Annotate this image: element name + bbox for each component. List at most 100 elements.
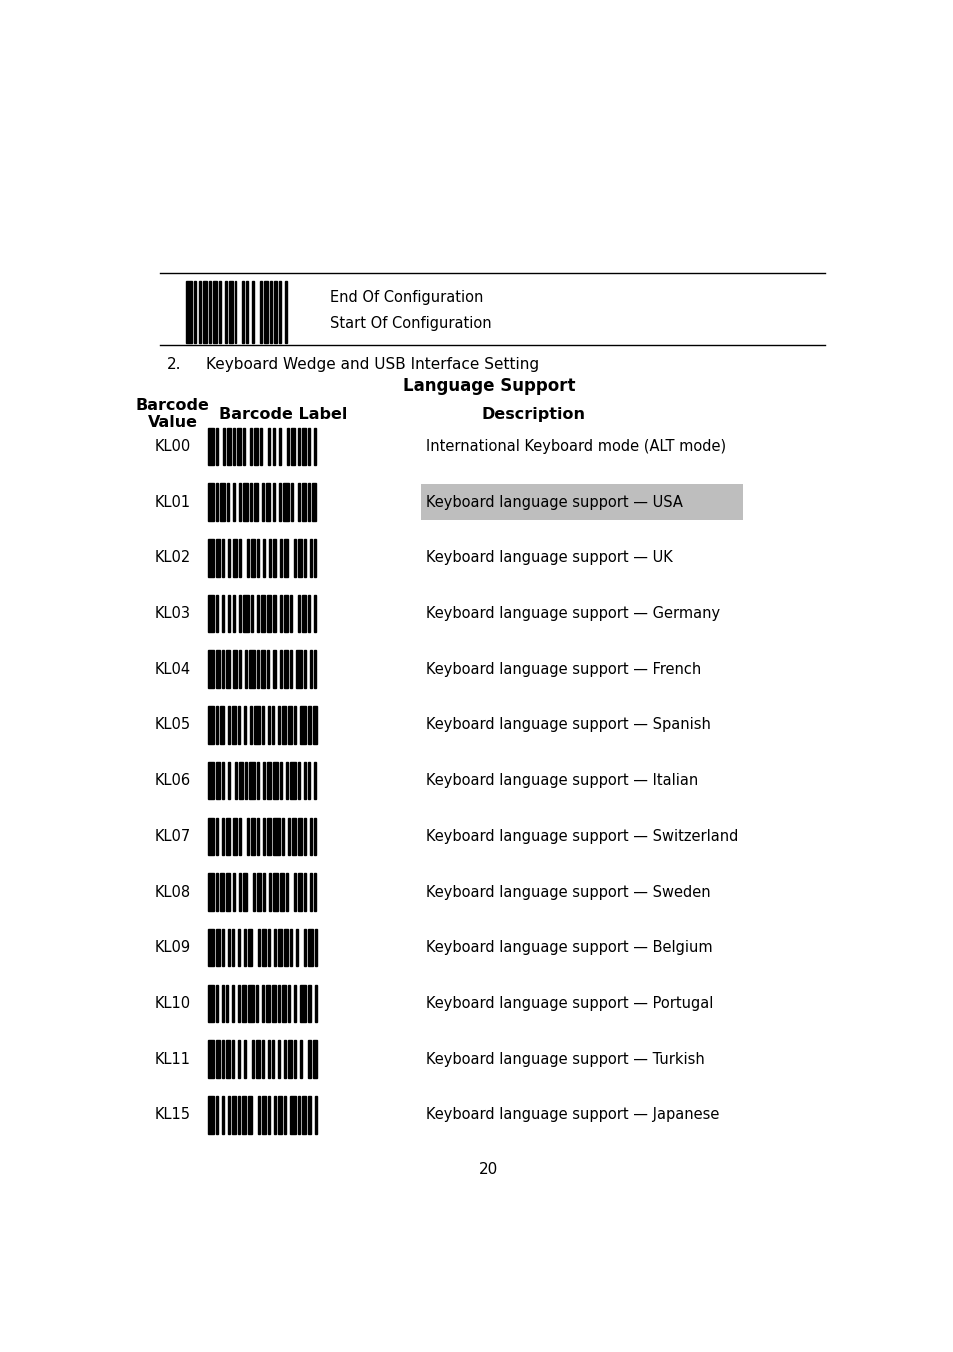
Bar: [308, 929, 313, 967]
Bar: [238, 595, 240, 633]
Bar: [248, 984, 253, 1022]
Bar: [226, 818, 231, 854]
Bar: [222, 427, 224, 465]
Bar: [208, 818, 213, 854]
Bar: [290, 929, 293, 967]
Bar: [268, 1040, 270, 1078]
Bar: [278, 1040, 280, 1078]
Bar: [233, 650, 236, 688]
Bar: [297, 818, 302, 854]
Bar: [294, 873, 295, 911]
Bar: [232, 929, 233, 967]
Bar: [233, 427, 234, 465]
Bar: [284, 929, 288, 967]
Bar: [238, 984, 240, 1022]
Bar: [233, 818, 236, 854]
Bar: [226, 650, 231, 688]
Bar: [220, 706, 224, 744]
Bar: [297, 484, 299, 521]
Bar: [215, 1040, 220, 1078]
Bar: [208, 539, 213, 576]
Bar: [274, 281, 277, 343]
Bar: [302, 595, 306, 633]
Bar: [278, 427, 280, 465]
Bar: [238, 706, 240, 744]
Bar: [222, 818, 224, 854]
Bar: [298, 1096, 300, 1133]
Bar: [216, 595, 218, 633]
Bar: [310, 873, 312, 911]
Bar: [284, 1040, 286, 1078]
Bar: [294, 539, 295, 576]
Bar: [314, 873, 316, 911]
Bar: [220, 873, 224, 911]
Bar: [256, 873, 261, 911]
Bar: [238, 818, 240, 854]
Text: KL04: KL04: [154, 661, 191, 677]
Bar: [245, 763, 247, 799]
Bar: [308, 1040, 310, 1078]
Bar: [256, 539, 259, 576]
Bar: [227, 484, 229, 521]
Bar: [216, 427, 218, 465]
Bar: [228, 706, 230, 744]
Bar: [308, 1096, 310, 1133]
Bar: [226, 984, 228, 1022]
Bar: [232, 706, 236, 744]
Text: Start Of Configuration: Start Of Configuration: [330, 316, 491, 331]
Bar: [274, 818, 279, 854]
Text: End Of Configuration: End Of Configuration: [330, 291, 483, 306]
Text: Keyboard language support — Turkish: Keyboard language support — Turkish: [426, 1052, 704, 1067]
Bar: [263, 873, 265, 911]
Bar: [242, 595, 249, 633]
Text: Keyboard language support — Portugal: Keyboard language support — Portugal: [426, 996, 713, 1011]
Bar: [256, 650, 259, 688]
Bar: [253, 484, 257, 521]
Bar: [278, 1096, 282, 1133]
Bar: [274, 1096, 276, 1133]
Bar: [304, 650, 306, 688]
Bar: [238, 1040, 240, 1078]
FancyBboxPatch shape: [420, 484, 741, 519]
Bar: [261, 650, 265, 688]
Bar: [262, 929, 266, 967]
Bar: [297, 873, 302, 911]
Bar: [226, 1040, 230, 1078]
Bar: [279, 539, 281, 576]
Text: KL10: KL10: [154, 996, 191, 1011]
Bar: [208, 595, 213, 633]
Bar: [225, 281, 227, 343]
Bar: [274, 595, 275, 633]
Text: Keyboard language support — Sweden: Keyboard language support — Sweden: [426, 884, 710, 899]
Bar: [304, 873, 306, 911]
Bar: [272, 706, 274, 744]
Bar: [208, 427, 214, 465]
Bar: [247, 818, 249, 854]
Bar: [291, 427, 295, 465]
Bar: [233, 539, 236, 576]
Bar: [263, 763, 265, 799]
Bar: [238, 929, 240, 967]
Bar: [260, 427, 262, 465]
Bar: [284, 1096, 286, 1133]
Bar: [233, 873, 234, 911]
Bar: [252, 281, 253, 343]
Bar: [295, 650, 302, 688]
Bar: [244, 1040, 246, 1078]
Bar: [279, 763, 281, 799]
Bar: [274, 873, 277, 911]
Bar: [308, 984, 310, 1022]
Bar: [308, 763, 310, 799]
Bar: [310, 539, 312, 576]
Text: Keyboard language support — Belgium: Keyboard language support — Belgium: [426, 940, 712, 956]
Bar: [279, 595, 281, 633]
Bar: [302, 1096, 306, 1133]
Bar: [216, 484, 218, 521]
Bar: [286, 763, 288, 799]
Bar: [228, 929, 230, 967]
Bar: [243, 484, 247, 521]
Bar: [312, 484, 316, 521]
Bar: [256, 984, 258, 1022]
Bar: [286, 873, 288, 911]
Bar: [288, 1040, 293, 1078]
